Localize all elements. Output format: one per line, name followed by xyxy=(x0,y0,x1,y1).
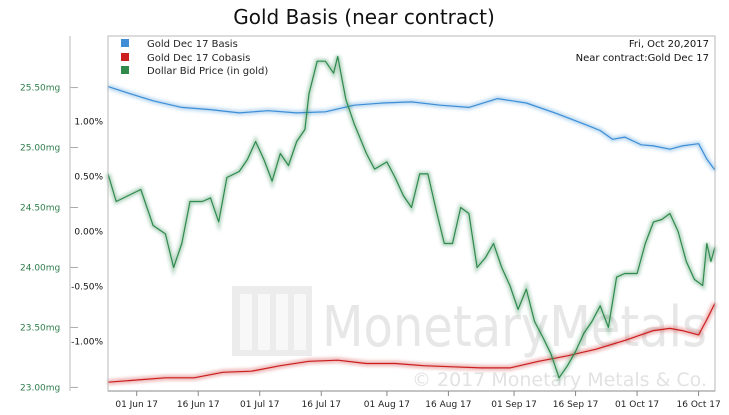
chart-title: Gold Basis (near contract) xyxy=(233,5,495,29)
right-axis-tick-label: 1.00% xyxy=(74,118,103,128)
series-layer xyxy=(105,55,718,385)
x-axis-tick-label: 16 Jul 17 xyxy=(302,400,342,410)
legend-item-basis[interactable]: Gold Dec 17 Basis xyxy=(121,39,238,50)
info-box: Fri, Oct 20,2017 Near contract:Gold Dec … xyxy=(576,39,709,64)
right-axis-tick-label: -1.00% xyxy=(71,338,103,348)
x-axis-tick-label: 16 Oct 17 xyxy=(677,400,721,410)
legend-swatch-green-icon xyxy=(121,66,129,74)
left-axis-tick-label: 25.50mg xyxy=(20,84,60,94)
right-axis-tick-label: 0.50% xyxy=(74,173,103,183)
left-axis-tick-label: 23.00mg xyxy=(20,383,60,393)
x-axis-tick-label: 16 Jun 17 xyxy=(177,400,220,410)
right-axis: 1.00% 0.50% 0.00% -0.50% -1.00% xyxy=(71,118,103,348)
cobasis-series-line[interactable] xyxy=(107,302,716,383)
left-axis-tick-label: 23.50mg xyxy=(20,323,60,333)
left-axis-tick-label: 24.50mg xyxy=(20,204,60,214)
info-date: Fri, Oct 20,2017 xyxy=(629,39,709,50)
x-axis-tick-label: 16 Sep 17 xyxy=(553,400,599,410)
x-axis-tick-label: 01 Sep 17 xyxy=(491,400,537,410)
right-axis-tick-label: -0.50% xyxy=(71,283,103,293)
right-axis-tick-label: 0.00% xyxy=(74,228,103,238)
x-axis-tick-label: 01 Aug 17 xyxy=(364,400,410,410)
legend-item-dollar-price[interactable]: Dollar Bid Price (in gold) xyxy=(121,66,268,77)
dollar-price-series-line[interactable] xyxy=(107,55,716,379)
x-axis: 01 Jun 17 16 Jun 17 01 Jul 17 16 Jul 17 01 A… xyxy=(115,391,721,410)
legend-item-cobasis[interactable]: Gold Dec 17 Cobasis xyxy=(121,53,250,64)
left-axis: 25.50mg 25.00mg 24.50mg 24.00mg 23.50mg 23.00… xyxy=(20,36,78,393)
left-axis-tick-label: 25.00mg xyxy=(20,144,60,154)
legend-label: Gold Dec 17 Cobasis xyxy=(147,53,250,64)
legend-swatch-blue-icon xyxy=(121,39,129,47)
x-axis-tick-label: 16 Aug 17 xyxy=(425,400,471,410)
x-axis-tick-label: 01 Jun 17 xyxy=(115,400,158,410)
basis-series-line[interactable] xyxy=(107,86,716,171)
legend: Gold Dec 17 Basis Gold Dec 17 Cobasis Do… xyxy=(121,39,268,77)
legend-label: Gold Dec 17 Basis xyxy=(147,39,238,50)
legend-swatch-red-icon xyxy=(121,53,129,61)
x-axis-tick-label: 01 Jul 17 xyxy=(240,400,280,410)
info-contract: Near contract:Gold Dec 17 xyxy=(576,53,709,64)
left-axis-tick-label: 24.00mg xyxy=(20,263,60,273)
legend-label: Dollar Bid Price (in gold) xyxy=(147,66,268,77)
x-axis-tick-label: 01 Oct 17 xyxy=(615,400,659,410)
watermark-logo-icon xyxy=(232,286,312,356)
basis-series-line-glow xyxy=(107,84,718,172)
